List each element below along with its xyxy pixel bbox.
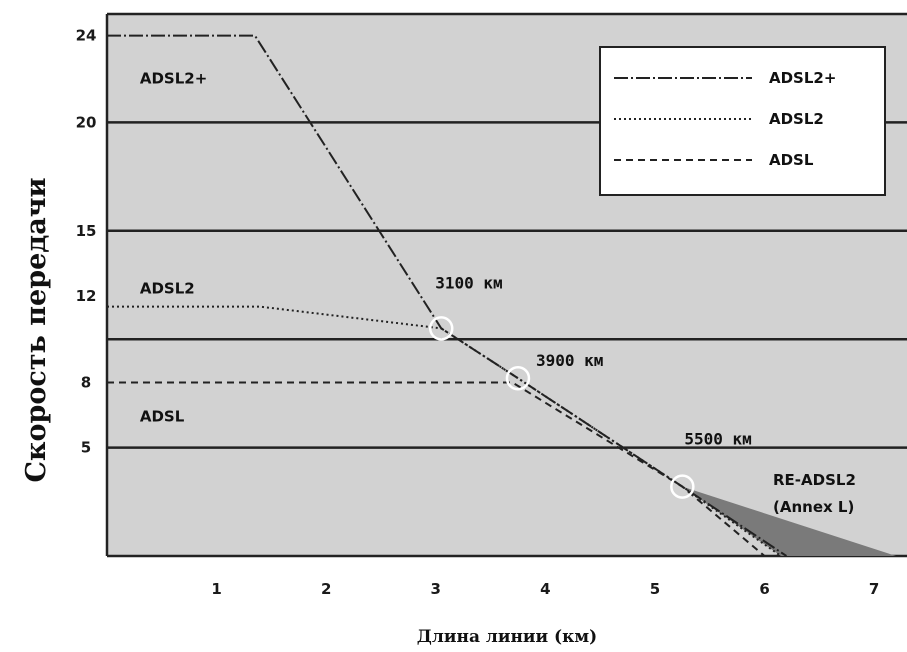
y-tick-label: 12 <box>76 287 97 305</box>
x-tick-label: 6 <box>759 580 769 598</box>
x-tick-label: 4 <box>540 580 550 598</box>
annotation-label: 5500 км <box>684 430 751 449</box>
legend-entry: ADSL <box>769 151 814 169</box>
legend-box <box>600 47 885 195</box>
zone-label: ADSL2 <box>140 280 195 298</box>
y-tick-label: 24 <box>76 27 97 45</box>
zone-label: ADSL <box>140 408 185 426</box>
x-tick-label: 1 <box>211 580 221 598</box>
annotation-label: 3900 км <box>536 351 603 370</box>
x-tick-label: 5 <box>650 580 660 598</box>
reach-extension-label: (Annex L) <box>773 498 854 516</box>
x-tick-label: 3 <box>431 580 441 598</box>
x-axis-title: Длина линии (км) <box>417 627 597 647</box>
annotation-label: 3100 км <box>435 273 502 292</box>
y-tick-label: 15 <box>76 222 97 240</box>
legend-entry: ADSL2 <box>769 110 824 128</box>
x-tick-label: 2 <box>321 580 331 598</box>
y-tick-label: 8 <box>81 374 91 392</box>
legend: ADSL2+ ADSL2 ADSL <box>600 47 885 195</box>
y-tick-label: 5 <box>81 439 91 457</box>
reach-extension-label: RE-ADSL2 <box>773 471 856 489</box>
y-axis-title: Скорость передачи <box>21 177 52 482</box>
legend-entry: ADSL2+ <box>769 69 836 87</box>
zone-label: ADSL2+ <box>140 69 207 87</box>
x-tick-label: 7 <box>869 580 879 598</box>
y-tick-label: 20 <box>76 113 97 131</box>
